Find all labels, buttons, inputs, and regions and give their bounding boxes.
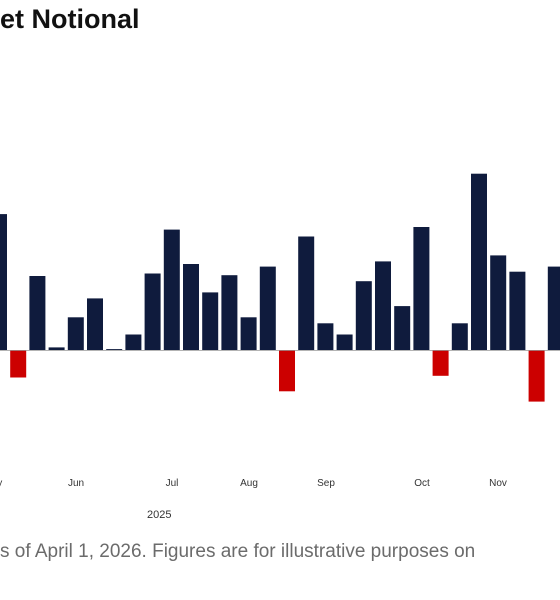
x-tick-label: Jun — [68, 478, 84, 489]
x-tick-label: Oct — [414, 478, 430, 489]
bar — [279, 350, 295, 392]
bar — [451, 323, 468, 350]
bar — [394, 306, 411, 350]
bar — [317, 323, 334, 350]
bar — [10, 350, 27, 378]
bar — [144, 273, 161, 350]
x-axis-year-label: 2025 — [147, 509, 172, 521]
bar — [298, 236, 315, 350]
bar — [67, 317, 84, 350]
chart-title: et Notional — [0, 4, 140, 34]
bar — [432, 350, 449, 376]
footnote: s of April 1, 2026. Figures are for illu… — [0, 541, 476, 562]
bars-group — [0, 173, 560, 402]
x-tick-labels: ay Jun Jul Aug Sep Oct Nov — [0, 478, 507, 489]
bar — [183, 264, 199, 350]
bar — [87, 298, 103, 350]
bar — [509, 271, 526, 350]
bar — [48, 347, 65, 350]
bar — [0, 214, 7, 350]
bar — [336, 334, 353, 350]
bar — [490, 255, 507, 350]
bar — [163, 229, 180, 350]
x-tick-label: Aug — [240, 478, 258, 489]
bar — [29, 276, 46, 350]
bar — [375, 261, 391, 350]
bar — [547, 266, 560, 350]
bar — [355, 281, 372, 350]
bar — [528, 350, 545, 402]
x-tick-label: Nov — [489, 478, 507, 489]
bar — [106, 349, 123, 350]
bar — [125, 334, 142, 350]
bar — [221, 275, 238, 350]
bar — [202, 292, 219, 350]
bar — [471, 173, 487, 350]
x-tick-label: Jul — [166, 478, 179, 489]
bar — [259, 266, 276, 350]
x-tick-label: ay — [0, 478, 2, 489]
x-tick-label: Sep — [317, 478, 335, 489]
bar — [240, 317, 257, 350]
bar — [413, 227, 430, 350]
